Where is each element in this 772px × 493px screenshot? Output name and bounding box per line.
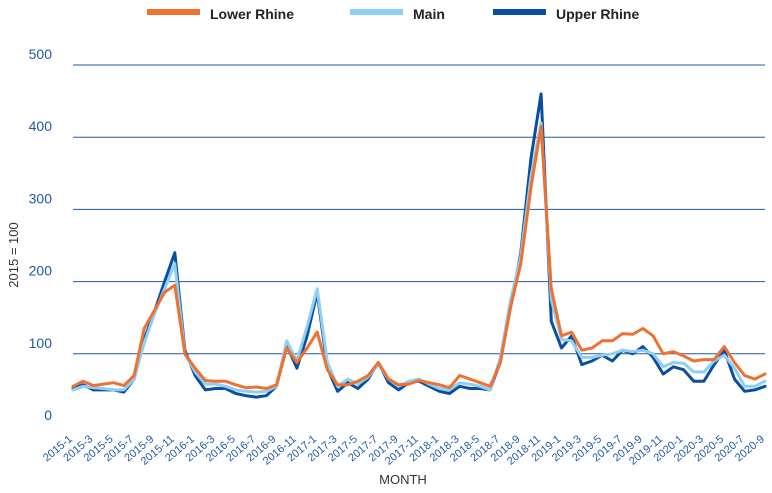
y-tick-label-100: 100: [29, 335, 53, 351]
legend-label-lower-rhine: Lower Rhine: [210, 6, 294, 22]
y-axis-ticks: 0 100 200 300 400 500: [29, 46, 53, 423]
series-lines: [71, 92, 767, 399]
y-tick-label-300: 300: [29, 190, 53, 206]
legend-label-main: Main: [413, 6, 445, 22]
series-line-lower-rhine: [71, 124, 767, 390]
y-tick-label-200: 200: [29, 263, 53, 279]
legend-item-upper-rhine: Upper Rhine: [493, 6, 639, 22]
legend-label-upper-rhine: Upper Rhine: [556, 6, 639, 22]
y-tick-label-0: 0: [44, 407, 52, 423]
x-axis-title: MONTH: [379, 472, 427, 487]
legend-swatch-main: [350, 9, 403, 15]
legend: Lower Rhine Main Upper Rhine: [147, 6, 639, 22]
legend-swatch-upper-rhine: [493, 9, 546, 15]
legend-item-main: Main: [350, 6, 445, 22]
legend-item-lower-rhine: Lower Rhine: [147, 6, 294, 22]
y-tick-label-400: 400: [29, 118, 53, 134]
y-tick-label-500: 500: [29, 46, 53, 62]
gridlines: [73, 64, 765, 355]
y-axis-title: 2015 = 100: [6, 222, 21, 287]
x-axis-ticks: 2015-12015-32015-52015-72015-92015-11201…: [41, 433, 767, 468]
legend-swatch-lower-rhine: [147, 9, 200, 15]
